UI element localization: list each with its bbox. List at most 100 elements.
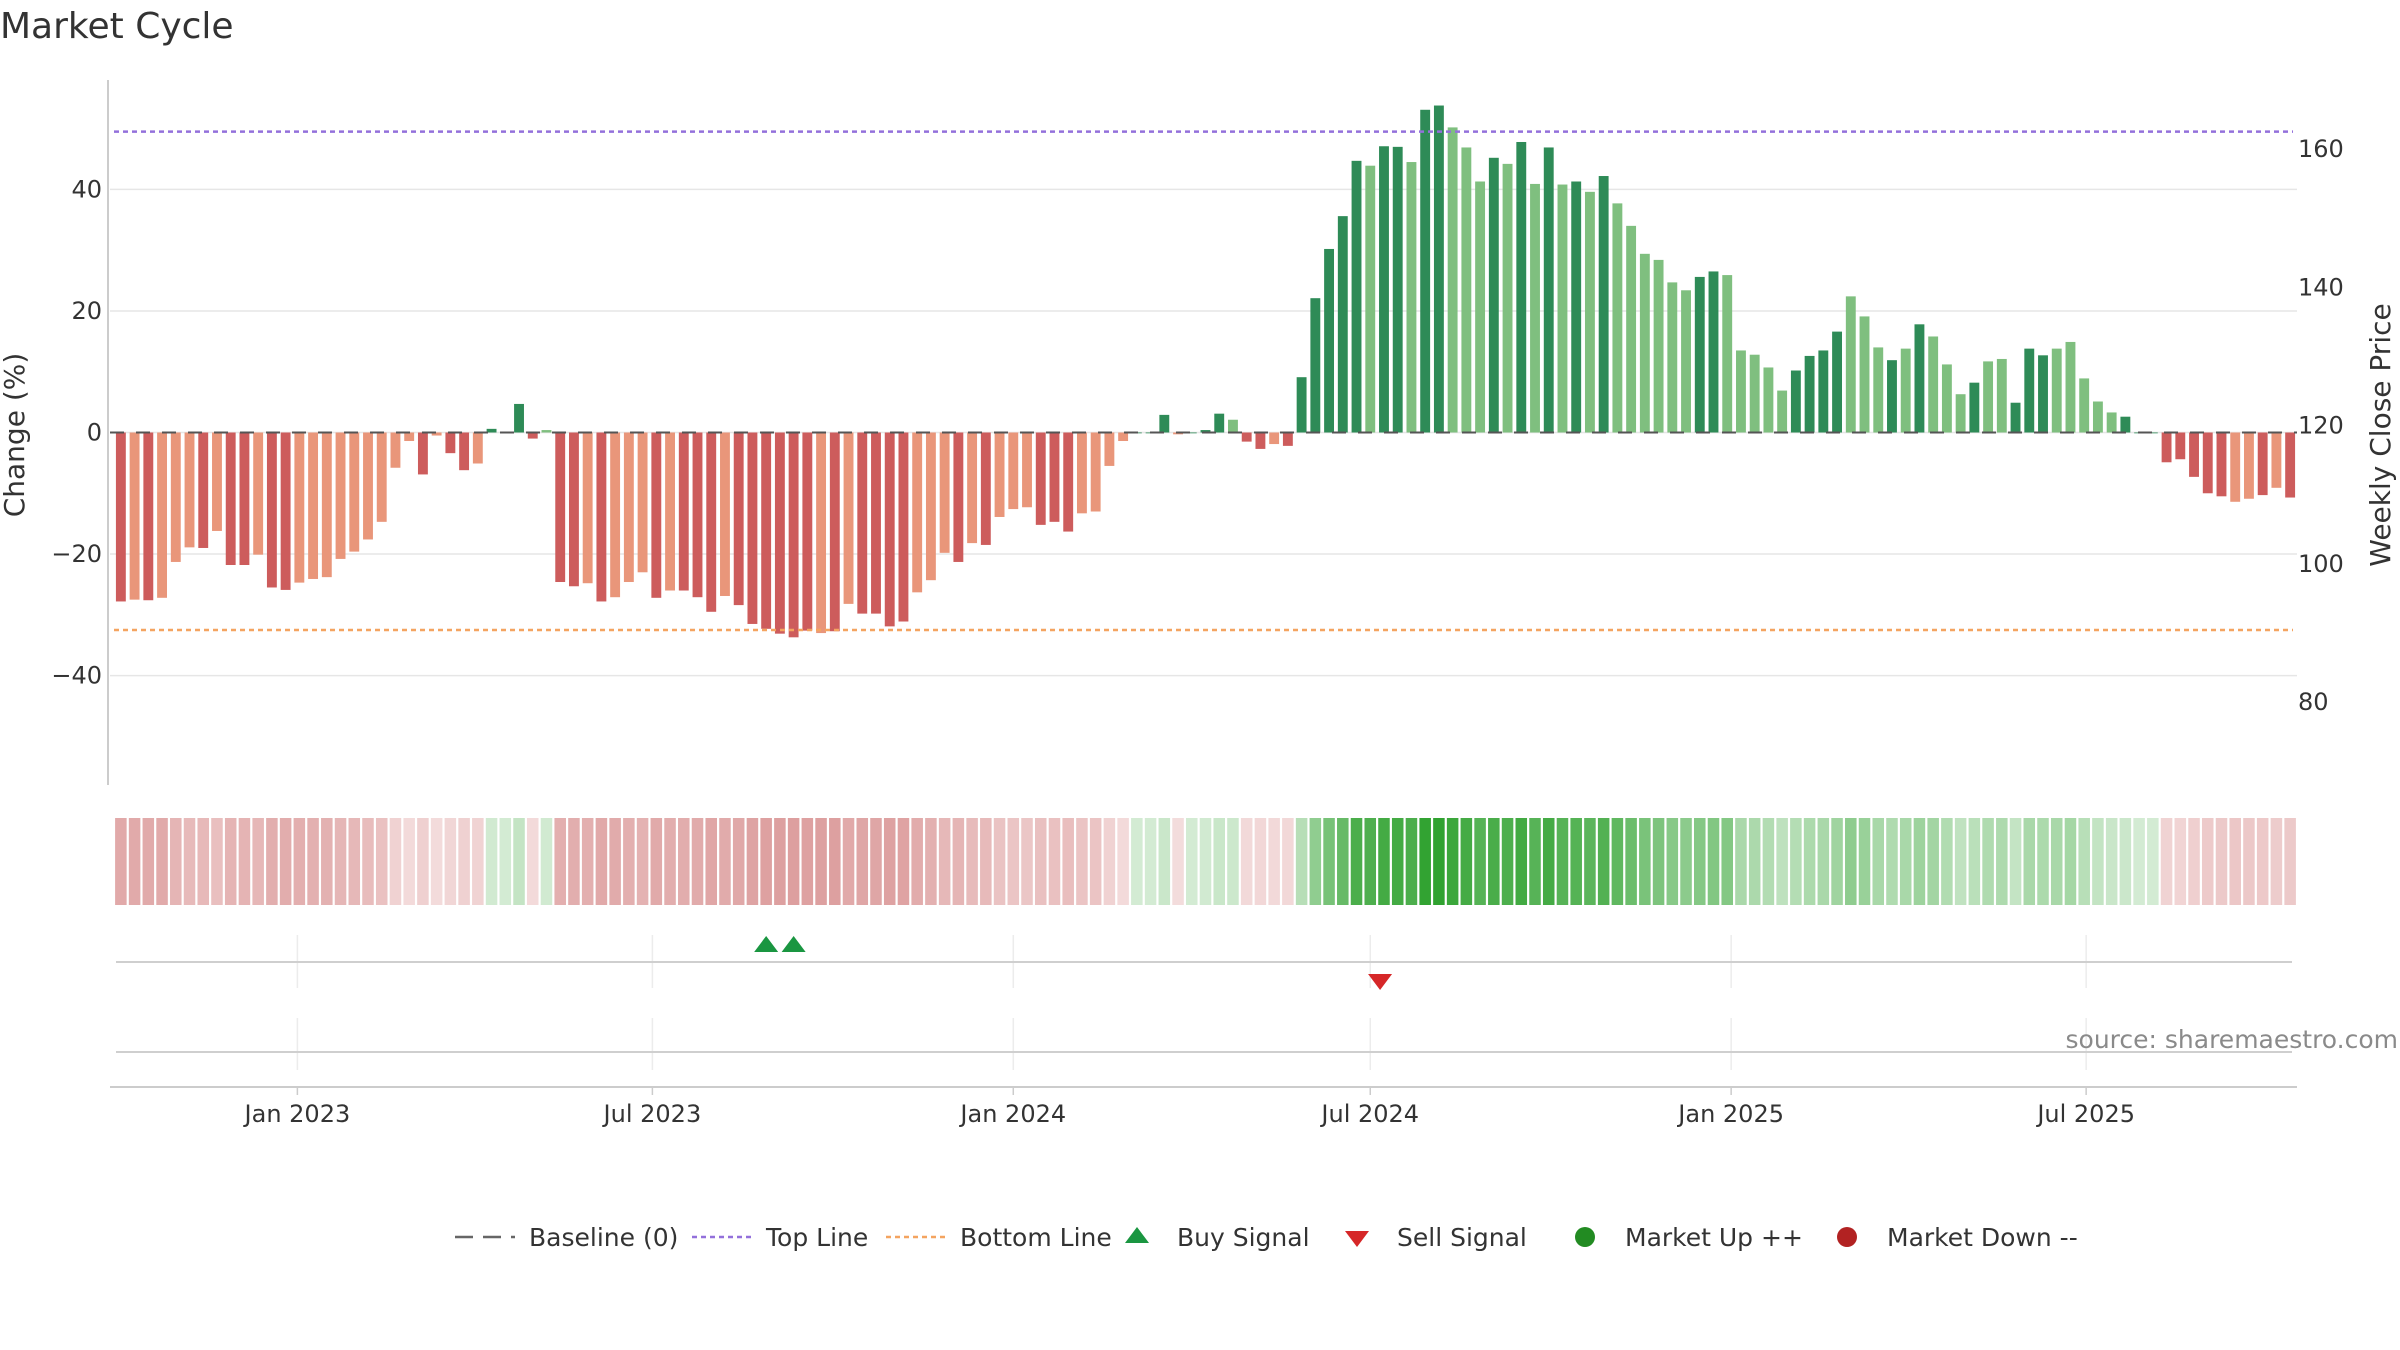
change-bar [623,432,634,583]
legend-item-baseline: Baseline (0) [455,1223,678,1252]
heat-cell [1446,818,1459,905]
heat-cell [1021,818,1033,905]
change-bar [184,432,195,548]
change-bar [582,432,593,584]
change-bar [1324,248,1335,433]
change-bar [1736,350,1746,433]
heat-cell [883,818,896,905]
heat-cell [211,818,223,905]
heat-cell [1625,818,1637,905]
heat-cell [1556,818,1569,905]
change-bar [253,432,264,555]
heat-cell [2229,818,2241,905]
heat-cell [2037,818,2049,905]
heat-cell [1474,818,1486,905]
change-bar [898,432,909,622]
heat-cell [1158,818,1171,905]
change-bar [706,432,717,612]
change-bar [871,432,881,614]
change-bar [1914,324,1925,433]
change-bar [610,432,621,598]
heat-cell [430,818,443,905]
heat-cell [829,818,841,905]
heat-cell [1405,818,1418,905]
change-bar [1900,348,1911,433]
change-bar [1928,336,1939,433]
y2-tick-label: 120 [2298,412,2344,440]
y-tick-label: −40 [51,662,102,690]
heat-cell [1034,818,1047,905]
heat-cell [678,818,690,905]
heat-cell [444,818,457,905]
y-tick-label: 20 [71,297,102,325]
heat-cell [183,818,196,905]
heat-cell [1611,818,1624,905]
change-bar [2257,432,2268,496]
change-bar [665,432,675,591]
change-bar [1667,282,1678,433]
heat-cell [334,818,347,905]
heat-cell [458,818,470,905]
heat-cell [1227,818,1239,905]
change-bar [720,432,730,596]
heat-cell [1323,818,1335,905]
change-bar [1063,432,1074,532]
heat-cell [1501,818,1514,905]
legend-swatch [1837,1227,1857,1247]
change-bar [1269,432,1280,445]
heat-cell [1858,818,1871,905]
x-tick-label: Jan 2025 [1676,1100,1784,1128]
heat-cell [2147,818,2159,905]
heat-cell [787,818,800,905]
heat-cell [1282,818,1294,905]
change-bar [816,432,827,634]
change-bar [1420,109,1431,433]
change-bar [239,432,250,565]
heat-cell [1790,818,1802,905]
change-bar [1076,432,1087,514]
heat-cell [1872,818,1885,905]
heat-cell [1103,818,1116,905]
heat-cell [2201,818,2214,905]
chart-title: Market Cycle [0,6,234,47]
heat-cell [1268,818,1280,905]
change-bar [1406,162,1417,433]
change-bar [1571,181,1582,433]
heat-cell [1391,818,1404,905]
heat-cell [2215,818,2228,905]
heat-cell [485,818,498,905]
heat-cell [581,818,594,905]
change-bar [1433,105,1444,433]
change-bar [212,432,222,531]
heat-cell [1515,818,1528,905]
change-bar [2189,432,2199,477]
change-bar [843,432,854,604]
legend-label: Sell Signal [1397,1223,1527,1252]
heat-cell [1007,818,1020,905]
change-bar [1200,430,1211,433]
change-bar [1296,377,1307,433]
change-bar [308,432,319,579]
heat-cell [2050,818,2063,905]
heat-cell [815,818,827,905]
change-bar [404,432,415,442]
heat-cell [1048,818,1061,905]
y-axis-title: Change (%) [0,353,31,518]
heat-cell [1639,818,1651,905]
change-bar [1282,432,1293,446]
legend-label: Buy Signal [1177,1223,1310,1252]
heat-cell [348,818,361,905]
change-bar [2244,432,2254,499]
y2-tick-label: 100 [2298,550,2344,578]
change-bar [1983,361,1994,433]
heat-cell [1364,818,1377,905]
change-bar [1228,419,1238,433]
change-bar [2092,401,2103,433]
change-bar [445,432,456,454]
heat-cell [1433,818,1445,905]
heat-cell [623,818,635,905]
change-bar [472,432,483,464]
legend-label: Baseline (0) [529,1223,678,1252]
heat-cell [1845,818,1857,905]
change-bar [733,432,744,606]
